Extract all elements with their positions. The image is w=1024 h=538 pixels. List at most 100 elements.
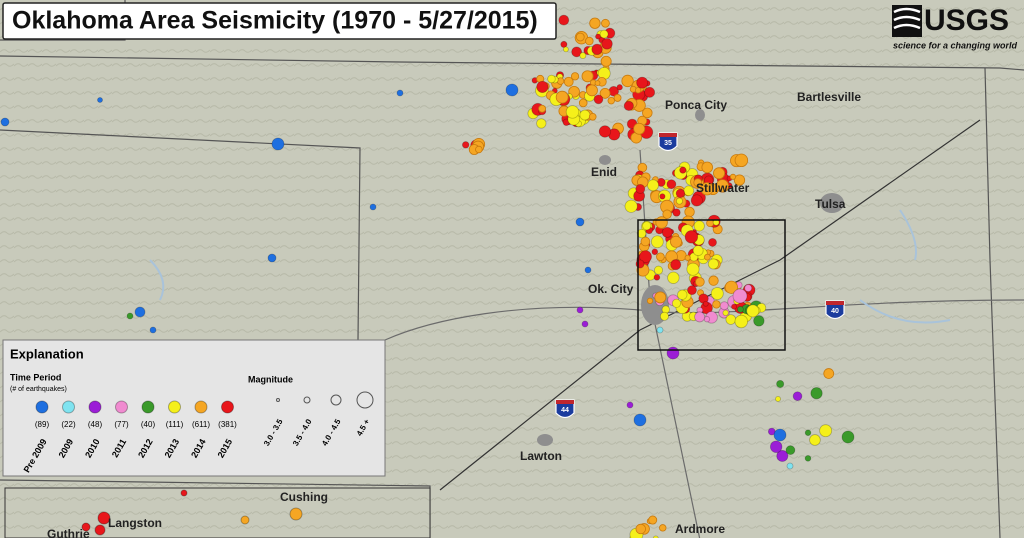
earthquake xyxy=(593,94,604,105)
city-label: Ardmore xyxy=(675,522,725,536)
zoom-box xyxy=(637,219,786,351)
earthquake xyxy=(708,275,719,286)
earthquake xyxy=(97,97,103,103)
city-label: Tulsa xyxy=(815,197,846,211)
earthquake xyxy=(650,235,664,249)
earthquake xyxy=(715,179,729,193)
earthquake xyxy=(594,80,601,87)
earthquake xyxy=(722,309,729,317)
legend-swatch xyxy=(88,400,102,414)
earthquake xyxy=(683,185,695,197)
earthquake xyxy=(579,109,591,121)
earthquake xyxy=(675,188,686,199)
legend-swatch xyxy=(168,400,181,414)
earthquake xyxy=(690,194,703,207)
earthquake xyxy=(575,32,585,42)
earthquake xyxy=(81,522,91,532)
legend-count: (77) xyxy=(114,420,129,429)
earthquake xyxy=(586,84,598,97)
inset-city-label: Langston xyxy=(108,516,162,530)
earthquake xyxy=(505,83,519,97)
highway-label: 44 xyxy=(561,407,569,414)
legend-title: Explanation xyxy=(10,346,84,361)
earthquake xyxy=(684,254,691,261)
time-title: Time Period xyxy=(10,372,61,382)
earthquake xyxy=(659,193,666,200)
earthquake xyxy=(635,183,646,194)
earthquake xyxy=(666,346,680,360)
earthquake xyxy=(655,216,668,229)
earthquake xyxy=(656,252,665,262)
earthquake xyxy=(461,141,470,149)
earthquake xyxy=(621,74,634,88)
earthquake xyxy=(601,38,613,50)
earthquake xyxy=(701,161,713,174)
shield-band xyxy=(826,301,844,305)
earthquake xyxy=(585,36,594,46)
earthquake xyxy=(661,226,673,238)
earthquake xyxy=(640,236,651,247)
city-label: Bartlesville xyxy=(797,90,861,104)
earthquake xyxy=(598,125,612,138)
usgs-logo: USGS science for a changing world xyxy=(892,4,1018,50)
earthquake xyxy=(560,40,568,48)
earthquake xyxy=(666,179,677,190)
earthquake xyxy=(700,182,714,196)
earthquake xyxy=(659,524,667,532)
magnitude-swatch xyxy=(303,396,311,404)
earthquake xyxy=(686,262,700,276)
earthquake xyxy=(744,284,753,293)
earthquake xyxy=(633,122,646,135)
earthquake xyxy=(581,70,594,83)
earthquake xyxy=(180,489,188,497)
shield-band xyxy=(659,133,677,137)
earthquake xyxy=(653,274,661,281)
earthquake xyxy=(736,305,744,313)
earthquake xyxy=(267,253,277,263)
earthquake xyxy=(589,17,601,29)
earthquake xyxy=(575,217,585,227)
logo-tagline: science for a changing world xyxy=(893,40,1018,50)
earthquake xyxy=(734,314,748,329)
earthquake xyxy=(642,221,652,231)
earthquake xyxy=(804,429,812,436)
earthquake xyxy=(677,289,688,300)
earthquake xyxy=(555,90,569,104)
rivers xyxy=(149,209,951,324)
title-box xyxy=(2,2,557,40)
earthquake xyxy=(679,166,687,174)
earthquake xyxy=(647,179,659,192)
earthquake xyxy=(684,230,699,244)
earthquake xyxy=(703,316,711,323)
city-label: Stillwater xyxy=(696,181,750,195)
earthquake xyxy=(753,315,765,327)
earthquake xyxy=(578,98,588,108)
logo-text: USGS xyxy=(924,4,1009,37)
earthquake xyxy=(687,285,697,296)
earthquake xyxy=(695,277,705,287)
earthquake xyxy=(134,306,146,318)
city-label: Lawton xyxy=(520,449,562,463)
earthquake xyxy=(675,197,684,205)
earthquake xyxy=(644,86,656,98)
legend-swatch xyxy=(141,400,155,414)
city-label: Enid xyxy=(591,165,617,179)
earthquake xyxy=(579,52,587,60)
earthquake xyxy=(536,80,549,94)
earthquake xyxy=(693,178,703,187)
earthquake xyxy=(369,203,377,211)
earthquake xyxy=(646,297,654,304)
magnitude-swatch xyxy=(356,391,374,409)
earthquake xyxy=(708,238,717,247)
earthquake xyxy=(809,434,821,446)
earthquake xyxy=(810,387,823,400)
highway-shield xyxy=(658,132,678,152)
earthquake xyxy=(731,303,738,310)
earthquake xyxy=(693,220,705,232)
earthquake xyxy=(547,74,556,84)
earthquake xyxy=(635,523,646,535)
earthquake xyxy=(581,320,589,328)
earthquake xyxy=(653,265,664,275)
earthquake xyxy=(475,145,483,154)
